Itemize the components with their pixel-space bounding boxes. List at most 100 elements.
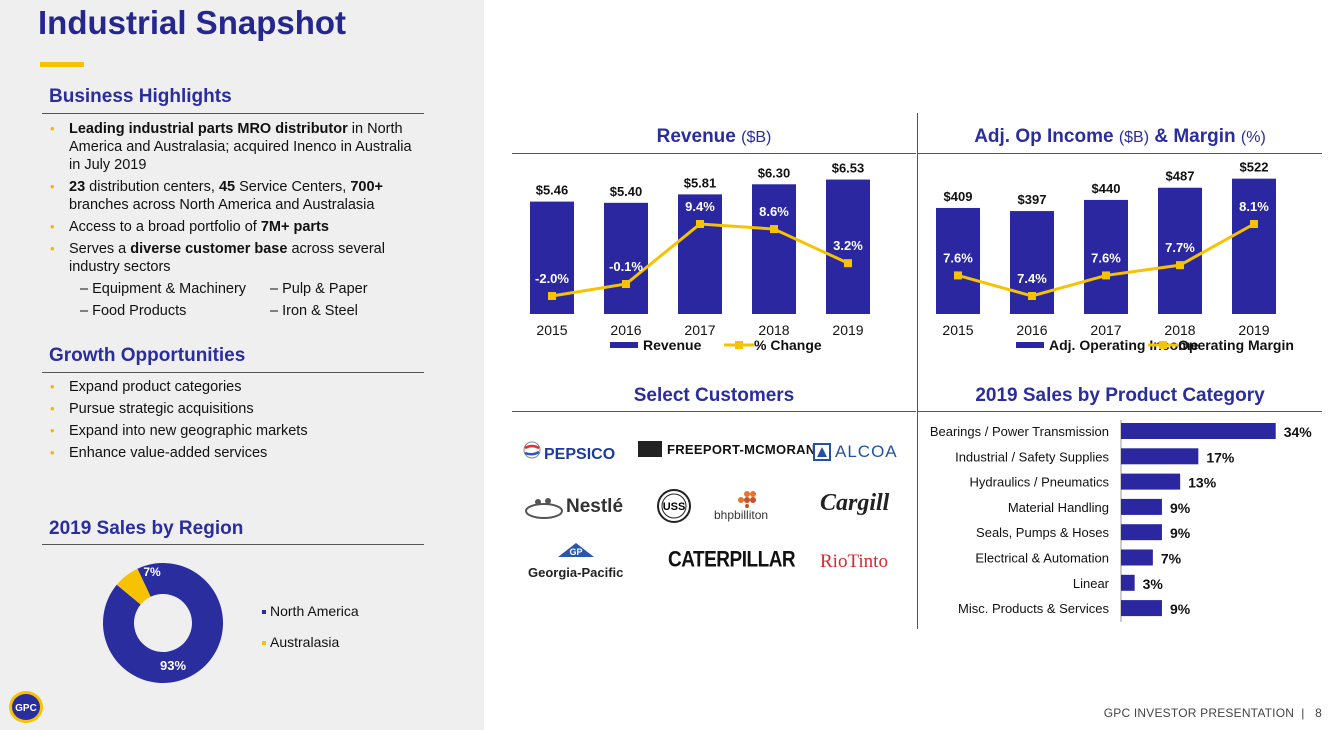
pepsico-globe-icon xyxy=(523,441,541,459)
revenue-title-unit: ($B) xyxy=(741,129,772,146)
highlight-item: 23 distribution centers, 45 Service Cent… xyxy=(50,178,420,214)
op-income-bar-label: $409 xyxy=(944,189,973,204)
revenue-bar-label: $6.30 xyxy=(758,165,791,180)
product-bar xyxy=(1121,549,1153,566)
revenue-title-rule xyxy=(512,153,916,154)
growth-opportunities-list: Expand product categories Pursue strategi… xyxy=(50,378,420,466)
highlight-text: 700+ xyxy=(350,179,383,195)
product-bar xyxy=(1121,574,1135,591)
product-bar xyxy=(1121,448,1199,465)
svg-text:GP: GP xyxy=(569,547,582,557)
op-income-line-marker xyxy=(1176,261,1184,270)
gpc-brand-icon: GPC xyxy=(9,691,43,723)
op-income-line-marker xyxy=(954,271,962,280)
sector-item: – Equipment & Machinery xyxy=(80,281,247,297)
revenue-legend-line: % Change xyxy=(754,337,822,353)
op-income-bar xyxy=(1158,187,1202,314)
nestle-wordmark: Nestlé xyxy=(566,496,624,517)
product-value-label: 34% xyxy=(1284,424,1313,440)
highlight-item: Leading industrial parts MRO distributor… xyxy=(50,120,420,174)
revenue-chart: $5.46 2015 $5.40 2016 $5.81 2017 $6.30 2018 $6.5… xyxy=(530,161,870,353)
op-income-title-unit2: (%) xyxy=(1240,129,1266,146)
sector-item: – Iron & Steel xyxy=(270,303,358,319)
highlight-text: 45 xyxy=(218,179,236,195)
product-category-label: Electrical & Automation xyxy=(975,551,1109,566)
product-category-label: Bearings / Power Transmission xyxy=(930,424,1109,439)
product-bar xyxy=(1121,473,1181,490)
legend-australasia: Australasia xyxy=(262,634,339,650)
product-value-label: 9% xyxy=(1170,500,1191,516)
sector-list: – Equipment & Machinery – Pulp & Paper – F… xyxy=(50,280,420,320)
revenue-bar-label: $5.46 xyxy=(536,183,569,198)
caterpillar-wordmark: CATERPILLAR xyxy=(668,548,796,573)
op-income-line-label: 8.1% xyxy=(1239,199,1269,214)
revenue-line-label: -0.1% xyxy=(609,259,643,274)
product-bar xyxy=(1121,498,1162,515)
alcoa-logo: ALCOA xyxy=(813,442,898,462)
product-category-label: Industrial / Safety Supplies xyxy=(955,449,1109,464)
op-income-panel-title: Adj. Op Income ($B) & Margin (%) xyxy=(918,126,1322,148)
revenue-bar-label: $5.81 xyxy=(684,175,717,190)
revenue-legend-bar: Revenue xyxy=(643,337,702,353)
highlight-text: Leading industrial parts MRO distributor xyxy=(69,121,348,137)
product-value-label: 17% xyxy=(1206,449,1235,465)
product-value-label: 9% xyxy=(1170,525,1191,541)
op-income-title-text: Adj. Op Income xyxy=(974,126,1114,147)
highlight-text: 23 xyxy=(69,179,86,195)
product-category-chart: Bearings / Power Transmission 34% Industri… xyxy=(930,420,1313,622)
op-income-legend-swatch-marker xyxy=(1159,341,1167,349)
product-panel-title: 2019 Sales by Product Category xyxy=(975,385,1265,406)
revenue-line-label: 8.6% xyxy=(759,204,789,219)
op-income-line-label: 7.4% xyxy=(1017,271,1047,286)
revenue-bar-label: $5.40 xyxy=(610,184,643,199)
highlight-text: branches across North America and Austra… xyxy=(69,197,375,213)
growth-opportunities-heading: Growth Opportunities xyxy=(49,345,246,366)
product-category-label: Material Handling xyxy=(1008,500,1109,515)
legend-north-america: North America xyxy=(262,603,359,619)
revenue-x-tick: 2017 xyxy=(684,322,715,338)
op-income-bar-label: $397 xyxy=(1018,192,1047,207)
business-highlights-heading: Business Highlights xyxy=(49,86,232,107)
bhp-dots-icon xyxy=(738,491,757,508)
product-value-label: 3% xyxy=(1143,576,1164,592)
sector-item: – Pulp & Paper xyxy=(270,281,368,297)
legend-label-australasia: Australasia xyxy=(270,634,340,650)
op-income-bar xyxy=(936,207,980,314)
product-value-label: 7% xyxy=(1161,551,1182,567)
sector-item: – Food Products xyxy=(80,303,187,319)
nestle-logo: Nestlé xyxy=(524,494,623,520)
op-income-title-amp: & Margin xyxy=(1154,126,1236,147)
highlight-text: in North America and Australasia; acquir… xyxy=(69,121,412,173)
op-income-bar-label: $487 xyxy=(1166,169,1195,184)
revenue-title-text: Revenue xyxy=(656,126,736,147)
op-income-title-rule xyxy=(918,153,1322,154)
op-income-bar-label: $440 xyxy=(1092,181,1121,196)
sales-by-region-rule xyxy=(42,544,424,545)
product-category-label: Seals, Pumps & Hoses xyxy=(976,525,1109,540)
growth-item: Pursue strategic acquisitions xyxy=(50,400,420,418)
us-steel-mark-icon: USS xyxy=(657,489,691,523)
op-income-title-unit1: ($B) xyxy=(1118,129,1150,146)
customers-panel-title: Select Customers xyxy=(633,385,795,406)
region-donut-chart: 93% 7% xyxy=(100,560,226,686)
revenue-line-label: 9.4% xyxy=(685,199,715,214)
business-highlights-list: Leading industrial parts MRO distributor… xyxy=(50,120,420,320)
business-highlights-rule xyxy=(42,113,424,114)
cargill-wordmark: Cargill xyxy=(820,490,890,516)
gpc-logo-text: GPC xyxy=(15,703,37,714)
growth-opportunities-rule xyxy=(42,372,424,373)
revenue-legend-swatch-marker xyxy=(735,341,743,349)
op-income-x-tick: 2017 xyxy=(1090,322,1121,338)
op-income-line-label: 7.6% xyxy=(943,250,973,265)
region-label-australasia: 7% xyxy=(143,565,161,579)
highlight-text: diverse customer base xyxy=(130,241,288,257)
pepsico-logo: PEPSICO xyxy=(522,436,615,464)
footer-separator: | xyxy=(1301,706,1305,720)
op-income-bar-label: $522 xyxy=(1240,160,1269,175)
us-steel-wordmark: USS xyxy=(663,501,686,513)
alcoa-wordmark: ALCOA xyxy=(835,442,898,461)
region-label-north-america: 93% xyxy=(160,658,186,673)
product-value-label: 13% xyxy=(1188,475,1217,491)
freeport-mark-icon xyxy=(638,441,662,457)
